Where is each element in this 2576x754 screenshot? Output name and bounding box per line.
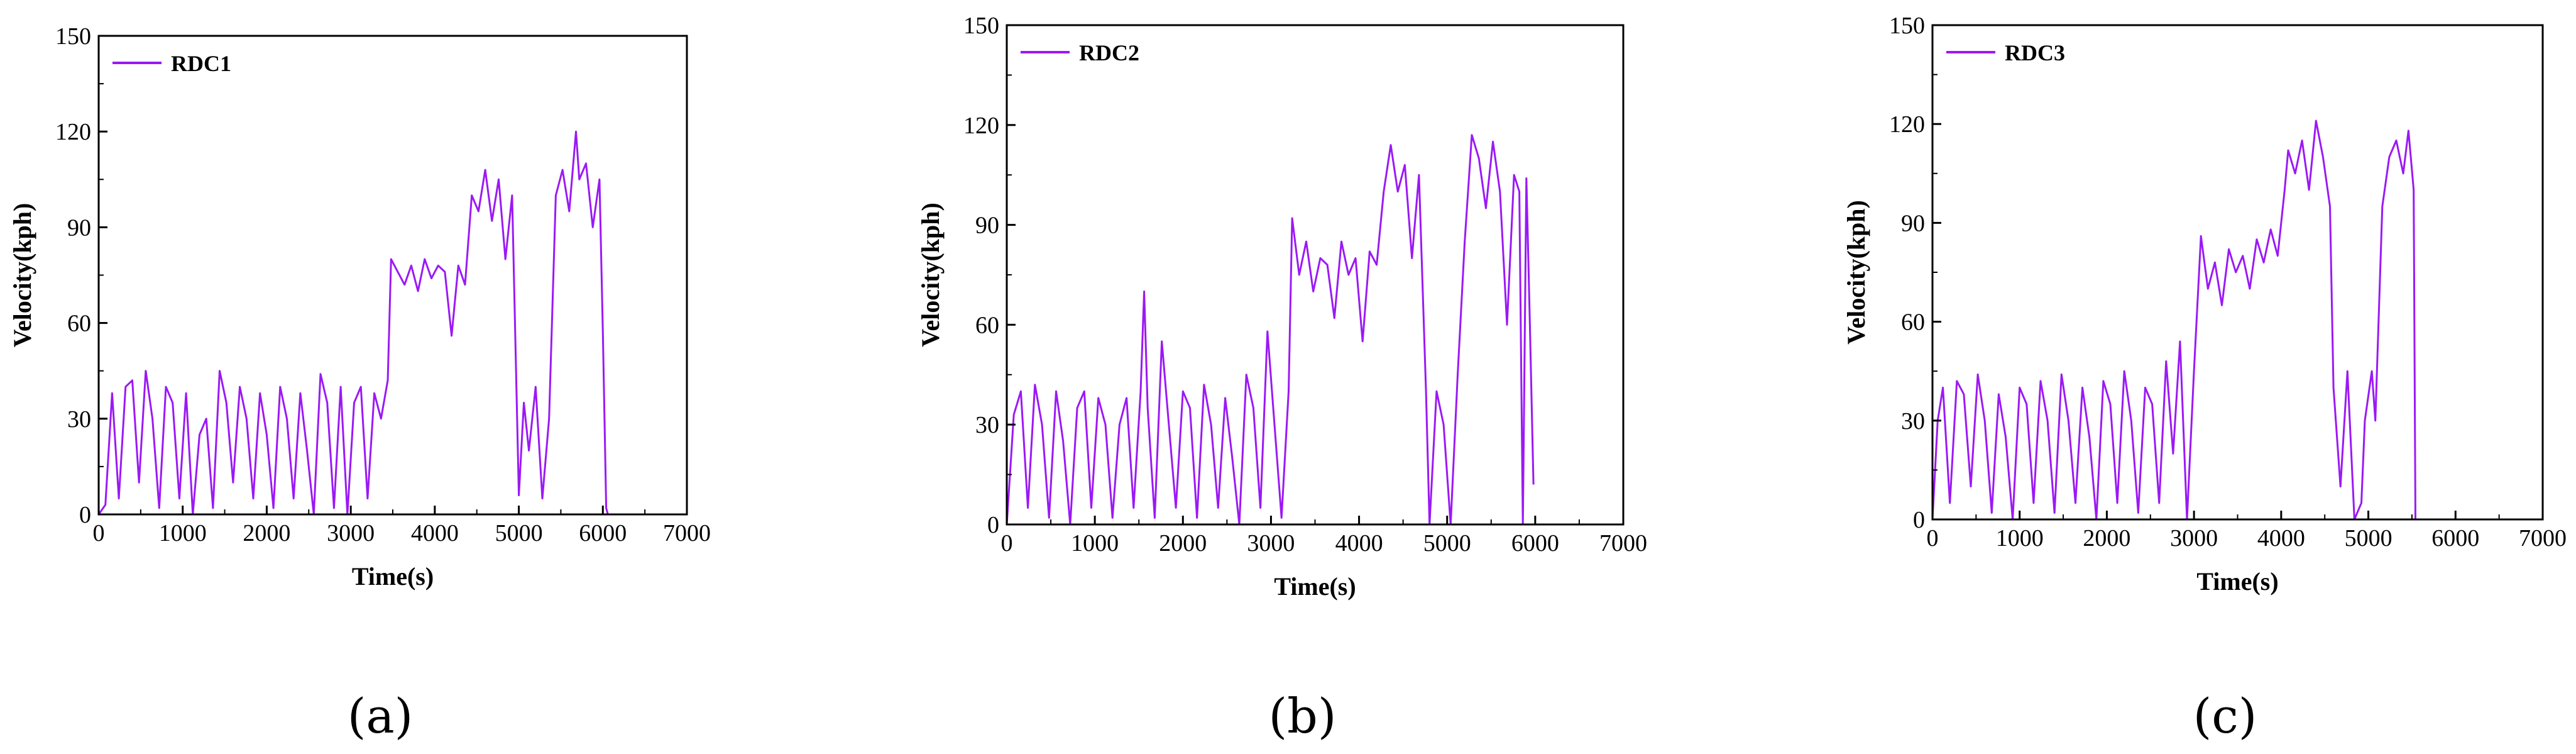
x-axis: 0 1000 2000 3000 4000 5000 6000 7000 (93, 506, 711, 546)
y-tick-label: 150 (963, 13, 999, 39)
y-tick-label: 120 (1889, 111, 1925, 138)
y-tick-label: 60 (67, 311, 91, 337)
x-tick-label: 0 (93, 520, 105, 546)
x-tick-label: 6000 (2431, 525, 2479, 552)
y-axis-title: Velocity(kph) (1842, 200, 1870, 345)
legend: RDC3 (1946, 40, 2065, 65)
y-tick-label: 0 (1913, 507, 1925, 533)
x-tick-label: 5000 (495, 520, 543, 546)
y-tick-label: 90 (67, 214, 91, 241)
plot-frame (97, 35, 688, 516)
x-tick-label: 5000 (2345, 525, 2392, 552)
y-tick-label: 60 (1901, 309, 1925, 336)
plot-area (97, 130, 609, 516)
x-axis: 0 1000 2000 3000 4000 5000 6000 7000 (1927, 511, 2567, 552)
x-tick-label: 4000 (1335, 530, 1383, 557)
x-tick-label: 3000 (1247, 530, 1295, 557)
y-tick-label: 0 (79, 502, 91, 528)
y-axis: 0 30 60 90 120 150 (963, 13, 1016, 538)
panel-label: (c) (2193, 688, 2257, 744)
y-axis-title: Velocity(kph) (8, 203, 36, 348)
series-line (1931, 119, 2416, 521)
y-axis-title: Velocity(kph) (916, 202, 945, 347)
x-tick-label: 4000 (411, 520, 459, 546)
x-tick-label: 1000 (1071, 530, 1119, 557)
x-tick-label: 3000 (327, 520, 375, 546)
x-tick-label: 3000 (2170, 525, 2218, 552)
x-tick-label: 6000 (579, 520, 627, 546)
y-tick-label: 120 (55, 119, 91, 145)
chart-panel-a: 0 30 60 90 120 150 0 1000 2000 3000 4000 5000 6000 7… (8, 23, 711, 744)
y-tick-label: 0 (987, 512, 999, 538)
y-tick-label: 150 (55, 23, 91, 50)
chart-panel-c: 0 30 60 90 120 150 0 1000 2000 3000 4000 5000 6000 7… (1842, 13, 2567, 744)
y-tick-label: 90 (1901, 210, 1925, 236)
x-tick-label: 7000 (663, 520, 711, 546)
panel-label: (a) (348, 688, 414, 744)
y-tick-label: 150 (1889, 13, 1925, 39)
x-axis-title: Time(s) (1274, 572, 1356, 601)
x-tick-label: 2000 (1159, 530, 1207, 557)
x-axis-title: Time(s) (2196, 567, 2278, 596)
x-tick-label: 0 (1001, 530, 1013, 557)
y-tick-label: 120 (963, 113, 999, 139)
y-tick-label: 30 (975, 412, 999, 438)
legend: RDC2 (1021, 40, 1139, 65)
x-tick-label: 7000 (1599, 530, 1647, 557)
legend-label: RDC3 (2005, 40, 2065, 65)
x-tick-label: 4000 (2257, 525, 2305, 552)
y-axis: 0 30 60 90 120 150 (1889, 13, 1941, 533)
x-tick-label: 0 (1927, 525, 1939, 552)
legend-label: RDC1 (171, 51, 231, 76)
legend: RDC1 (112, 51, 231, 76)
series-line (1006, 134, 1535, 526)
panel-label: (b) (1269, 688, 1337, 744)
plot-frame (1006, 24, 1625, 526)
plot-area (1006, 134, 1535, 526)
y-tick-label: 90 (975, 213, 999, 239)
x-tick-label: 2000 (243, 520, 290, 546)
x-axis: 0 1000 2000 3000 4000 5000 6000 7000 (1001, 516, 1647, 557)
series-line (97, 130, 609, 516)
x-tick-label: 1000 (159, 520, 207, 546)
x-tick-label: 7000 (2519, 525, 2567, 552)
plot-frame (1931, 24, 2544, 521)
x-tick-label: 2000 (2083, 525, 2130, 552)
legend-label: RDC2 (1079, 40, 1139, 65)
y-tick-label: 60 (975, 312, 999, 338)
y-tick-label: 30 (67, 406, 91, 433)
x-tick-label: 5000 (1423, 530, 1471, 557)
x-axis-title: Time(s) (352, 562, 434, 590)
y-axis: 0 30 60 90 120 150 (55, 23, 107, 528)
y-tick-label: 30 (1901, 408, 1925, 435)
chart-panel-b: 0 30 60 90 120 150 0 1000 2000 3000 4000 5000 6000 7… (916, 13, 1647, 744)
x-tick-label: 1000 (1996, 525, 2044, 552)
plot-area (1931, 119, 2416, 521)
x-tick-label: 6000 (1511, 530, 1559, 557)
